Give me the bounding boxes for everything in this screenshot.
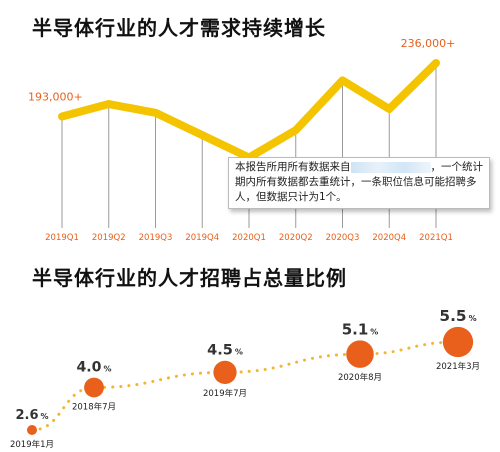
bubble-2019年7月	[213, 360, 237, 384]
value-label-2019年7月: 4.5%	[207, 343, 243, 359]
date-label-2018年7月: 2018年7月	[72, 401, 116, 412]
date-label-2020年8月: 2020年8月	[338, 372, 382, 383]
value-label-2020年8月: 5.1%	[342, 320, 379, 338]
bubble-2018年7月	[84, 377, 104, 398]
x-tick-2020Q4: 2020Q4	[372, 233, 406, 243]
date-label-2019年7月: 2019年7月	[203, 388, 247, 399]
x-tick-2020Q1: 2020Q1	[232, 233, 266, 243]
redacted-source	[350, 161, 431, 173]
x-tick-2020Q3: 2020Q3	[326, 233, 360, 243]
note-text-start: 本报告所用所有数据来自	[235, 161, 351, 173]
date-label-2021年3月: 2021年3月	[436, 361, 480, 372]
note-text-end: ，一个统计期内所有数据都去重统计，一条职位信息可能招聘多人，但数据只计为1个。	[235, 161, 483, 203]
data-source-note: 本报告所用所有数据来自 ，一个统计期内所有数据都去重统计，一条职位信息可能招聘多人…	[228, 157, 490, 209]
bubble-2020年8月	[346, 340, 374, 368]
value-label-2018年7月: 4.0%	[76, 360, 111, 376]
data-point-2020Q2	[295, 129, 297, 131]
data-point-2019Q2	[108, 103, 110, 105]
date-label-2019年1月: 2019年1月	[10, 439, 54, 450]
x-tick-2019Q1: 2019Q1	[45, 233, 79, 243]
x-tick-2021Q1: 2021Q1	[419, 233, 453, 243]
x-tick-2019Q3: 2019Q3	[139, 233, 173, 243]
bubble-2019年1月	[27, 425, 37, 435]
data-point-2019Q4	[201, 134, 203, 136]
data-point-2020Q4	[388, 108, 390, 110]
x-tick-2020Q2: 2020Q2	[279, 233, 313, 243]
x-tick-2019Q4: 2019Q4	[185, 233, 219, 243]
data-label-2019Q1: 193,000+	[28, 90, 83, 103]
chart-title-demand: 半导体行业的人才需求持续增长	[32, 16, 326, 40]
chart-title-ratio: 半导体行业的人才招聘占总量比例	[32, 266, 347, 290]
data-point-2020Q3	[342, 79, 343, 81]
value-label-2021年3月: 5.5%	[439, 307, 476, 325]
value-label-2019年1月: 2.6%	[15, 408, 48, 423]
bubble-2021年3月	[442, 326, 474, 358]
x-tick-2019Q2: 2019Q2	[92, 233, 126, 243]
data-label-2021Q1: 236,000+	[401, 37, 456, 50]
data-point-2021Q1	[435, 62, 437, 64]
data-point-2019Q3	[155, 112, 156, 114]
data-point-2019Q1	[61, 115, 63, 117]
